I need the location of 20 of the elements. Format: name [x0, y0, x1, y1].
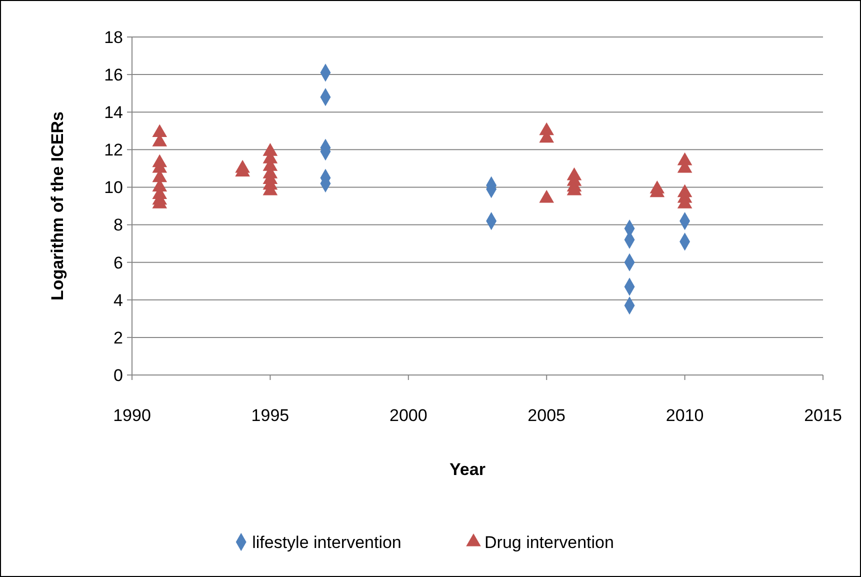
x-tick-label: 1995: [251, 406, 290, 425]
y-tick-label: 12: [104, 140, 123, 160]
y-tick-label: 4: [114, 290, 123, 310]
x-tick-label: 2005: [528, 406, 566, 425]
y-tick-label: 6: [114, 253, 123, 272]
x-tick-label: 1990: [113, 406, 151, 425]
legend-label: lifestyle intervention: [252, 532, 402, 552]
x-axis-title: Year: [450, 460, 486, 479]
y-tick-label: 2: [114, 328, 123, 348]
y-tick-label: 8: [114, 216, 123, 235]
y-axis-title: Logarithm of the ICERs: [48, 112, 67, 300]
y-tick-label: 18: [104, 28, 123, 47]
y-tick-label: 0: [114, 366, 123, 385]
y-tick-label: 16: [104, 66, 123, 85]
x-tick-label: 2015: [804, 406, 842, 425]
x-tick-label: 2010: [666, 406, 704, 425]
legend-label: Drug intervention: [484, 532, 614, 552]
x-tick-label: 2000: [389, 406, 428, 425]
y-tick-label: 14: [104, 103, 123, 122]
y-tick-label: 10: [104, 178, 123, 198]
